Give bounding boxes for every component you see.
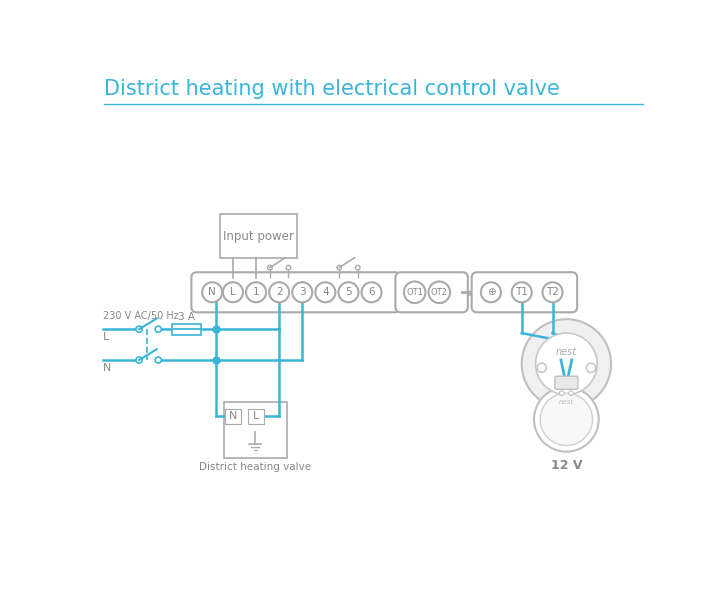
Text: OT2: OT2 xyxy=(431,287,448,297)
Circle shape xyxy=(269,282,289,302)
Circle shape xyxy=(542,282,563,302)
Circle shape xyxy=(522,319,611,409)
Circle shape xyxy=(286,266,290,270)
FancyBboxPatch shape xyxy=(223,402,287,458)
Text: N: N xyxy=(103,363,111,372)
Circle shape xyxy=(223,282,243,302)
Circle shape xyxy=(537,363,546,372)
Text: nest: nest xyxy=(555,346,577,356)
Text: 12 V: 12 V xyxy=(550,459,582,472)
Circle shape xyxy=(136,326,142,332)
Circle shape xyxy=(155,357,162,363)
Text: L: L xyxy=(103,332,109,342)
Circle shape xyxy=(481,282,501,302)
Text: N: N xyxy=(208,287,216,297)
Circle shape xyxy=(404,282,425,303)
FancyBboxPatch shape xyxy=(555,376,578,389)
Text: T2: T2 xyxy=(546,287,559,297)
Circle shape xyxy=(559,391,564,396)
Circle shape xyxy=(339,282,358,302)
Text: nest: nest xyxy=(559,399,574,405)
Circle shape xyxy=(512,282,531,302)
Text: Input power: Input power xyxy=(223,229,294,242)
Circle shape xyxy=(569,391,574,396)
Text: 3 A: 3 A xyxy=(178,311,195,321)
Circle shape xyxy=(429,282,450,303)
FancyBboxPatch shape xyxy=(472,272,577,312)
Circle shape xyxy=(534,387,598,451)
Circle shape xyxy=(586,363,596,372)
Text: T1: T1 xyxy=(515,287,528,297)
Text: L: L xyxy=(230,287,236,297)
Circle shape xyxy=(362,282,381,302)
Circle shape xyxy=(540,393,593,446)
Circle shape xyxy=(315,282,336,302)
Text: 2: 2 xyxy=(276,287,282,297)
Circle shape xyxy=(292,282,312,302)
Text: 6: 6 xyxy=(368,287,375,297)
Text: N: N xyxy=(229,411,237,421)
FancyBboxPatch shape xyxy=(395,272,468,312)
Text: 1: 1 xyxy=(253,287,259,297)
Text: OT1: OT1 xyxy=(406,287,423,297)
FancyBboxPatch shape xyxy=(191,272,400,312)
Circle shape xyxy=(246,282,266,302)
Circle shape xyxy=(155,326,162,332)
Text: ⊕: ⊕ xyxy=(486,287,495,297)
Circle shape xyxy=(268,266,272,270)
Text: 5: 5 xyxy=(345,287,352,297)
Circle shape xyxy=(355,266,360,270)
Circle shape xyxy=(536,333,597,394)
Text: L: L xyxy=(253,411,259,421)
Text: 4: 4 xyxy=(322,287,328,297)
Circle shape xyxy=(136,357,142,363)
FancyBboxPatch shape xyxy=(225,409,241,424)
Text: District heating with electrical control valve: District heating with electrical control… xyxy=(103,79,560,99)
Text: District heating valve: District heating valve xyxy=(199,463,312,472)
Circle shape xyxy=(202,282,222,302)
FancyBboxPatch shape xyxy=(248,409,264,424)
Circle shape xyxy=(337,266,341,270)
FancyBboxPatch shape xyxy=(172,324,202,334)
Text: 3: 3 xyxy=(299,287,306,297)
FancyBboxPatch shape xyxy=(220,214,297,258)
Text: 230 V AC/50 Hz: 230 V AC/50 Hz xyxy=(103,311,178,321)
